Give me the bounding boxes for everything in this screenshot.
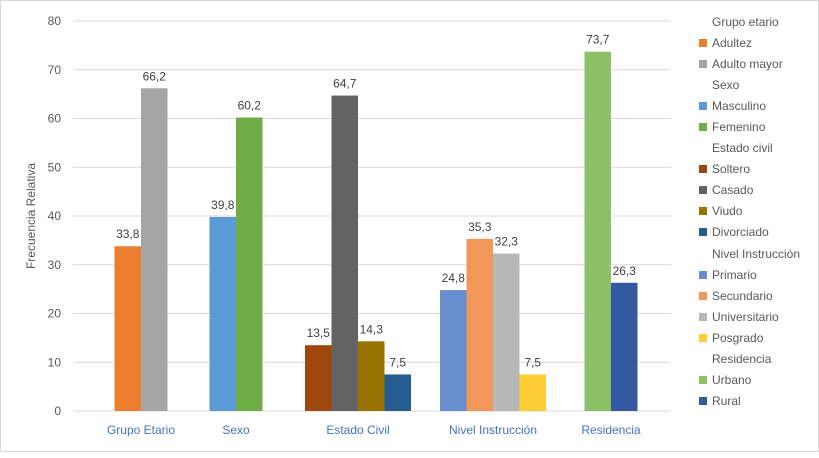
legend-item: Viudo (699, 201, 819, 222)
legend-item: Divorciado (699, 222, 819, 243)
x-category-label: Grupo Etario (107, 423, 175, 437)
legend-group-header: Nivel Instrucción (712, 246, 801, 261)
data-label: 24,8 (442, 271, 466, 285)
y-tick-label: 30 (48, 258, 62, 272)
legend-label: Primario (712, 267, 757, 282)
legend-label: Casado (712, 183, 754, 198)
data-label: 60,2 (238, 99, 262, 113)
legend-item: Secundario (699, 285, 819, 306)
legend-item: Rural (699, 391, 819, 412)
data-label: 64,7 (333, 77, 357, 91)
data-label: 14,3 (360, 322, 384, 336)
legend-item: Universitario (699, 306, 819, 327)
chart-legend: Grupo etario Adultez Adulto mayor Sexo Mascu… (699, 11, 819, 412)
legend-group-header: Residencia (712, 352, 772, 367)
legend-item: Femenino (699, 116, 819, 137)
data-label: 66,2 (143, 69, 167, 83)
legend-item: Soltero (699, 159, 819, 180)
y-tick-label: 50 (48, 160, 62, 174)
legend-group-header: Grupo etario (712, 14, 779, 29)
x-category-label: Sexo (222, 423, 250, 437)
bar (466, 238, 493, 411)
bar (440, 290, 467, 411)
x-category-label: Residencia (581, 423, 641, 437)
legend-label: Universitario (712, 309, 779, 324)
data-label: 35,3 (468, 220, 492, 234)
data-label: 7,5 (389, 355, 406, 369)
legend-swatch (699, 270, 707, 279)
legend-label: Adultez (712, 35, 753, 50)
legend-label: Adulto mayor (712, 56, 783, 71)
x-category-label: Nivel Instrucción (449, 423, 537, 437)
legend-group-header: Estado civil (712, 141, 773, 156)
legend-item: Masculino (699, 95, 819, 116)
legend-item: Casado (699, 180, 819, 201)
legend-item: Primario (699, 264, 819, 285)
legend-swatch (699, 123, 707, 132)
legend-label: Rural (712, 394, 741, 409)
data-label: 73,7 (586, 33, 610, 47)
legend-label: Urbano (712, 373, 752, 388)
bar (358, 341, 385, 411)
legend-swatch (699, 59, 707, 68)
y-tick-label: 20 (48, 307, 62, 321)
data-label: 39,8 (211, 198, 235, 212)
y-tick-label: 0 (54, 404, 61, 418)
bar (584, 51, 611, 412)
legend-swatch (699, 186, 707, 195)
y-axis-label: Frecuencia Relativa (24, 163, 38, 269)
data-label: 13,5 (307, 326, 331, 340)
data-label: 7,5 (524, 355, 541, 369)
data-label: 33,8 (116, 227, 140, 241)
legend-swatch (699, 291, 707, 300)
bar (236, 117, 263, 412)
legend-item: Posgrado (699, 327, 819, 348)
bar (493, 253, 520, 411)
legend-swatch (699, 207, 707, 216)
data-label: 32,3 (495, 235, 519, 249)
bar (141, 88, 168, 412)
legend-item: Urbano (699, 370, 819, 391)
legend-label: Soltero (712, 162, 751, 177)
legend-label: Masculino (712, 98, 767, 113)
y-tick-label: 60 (48, 112, 62, 126)
bar (305, 345, 332, 411)
x-category-label: Estado Civil (326, 423, 389, 437)
bar (114, 246, 141, 411)
legend-label: Viudo (712, 204, 743, 219)
legend-swatch (699, 38, 707, 47)
legend-label: Divorciado (712, 225, 769, 240)
legend-swatch (699, 165, 707, 174)
data-label: 26,3 (613, 264, 637, 278)
bar (209, 216, 236, 411)
y-tick-label: 70 (48, 63, 62, 77)
legend-swatch (699, 397, 707, 406)
legend-swatch (699, 376, 707, 385)
legend-item: Adulto mayor (699, 53, 819, 74)
y-tick-label: 10 (48, 355, 62, 369)
legend-swatch (699, 333, 707, 342)
legend-label: Posgrado (712, 330, 764, 345)
y-tick-label: 80 (48, 14, 62, 28)
bar (519, 374, 546, 411)
legend-label: Secundario (712, 288, 773, 303)
bar (384, 374, 411, 411)
legend-swatch (699, 101, 707, 110)
bar (611, 282, 638, 411)
legend-swatch (699, 312, 707, 321)
y-tick-label: 40 (48, 209, 62, 223)
bar (331, 95, 358, 412)
legend-group-header: Sexo (712, 77, 740, 92)
legend-swatch (699, 228, 707, 237)
legend-item: Adultez (699, 32, 819, 53)
legend-label: Femenino (712, 120, 766, 135)
